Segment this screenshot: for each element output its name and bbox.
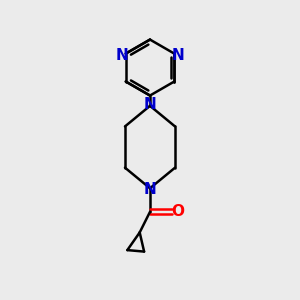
- Text: O: O: [172, 204, 184, 219]
- Text: N: N: [116, 47, 129, 62]
- Text: N: N: [171, 47, 184, 62]
- Text: N: N: [144, 97, 156, 112]
- Text: N: N: [144, 182, 156, 197]
